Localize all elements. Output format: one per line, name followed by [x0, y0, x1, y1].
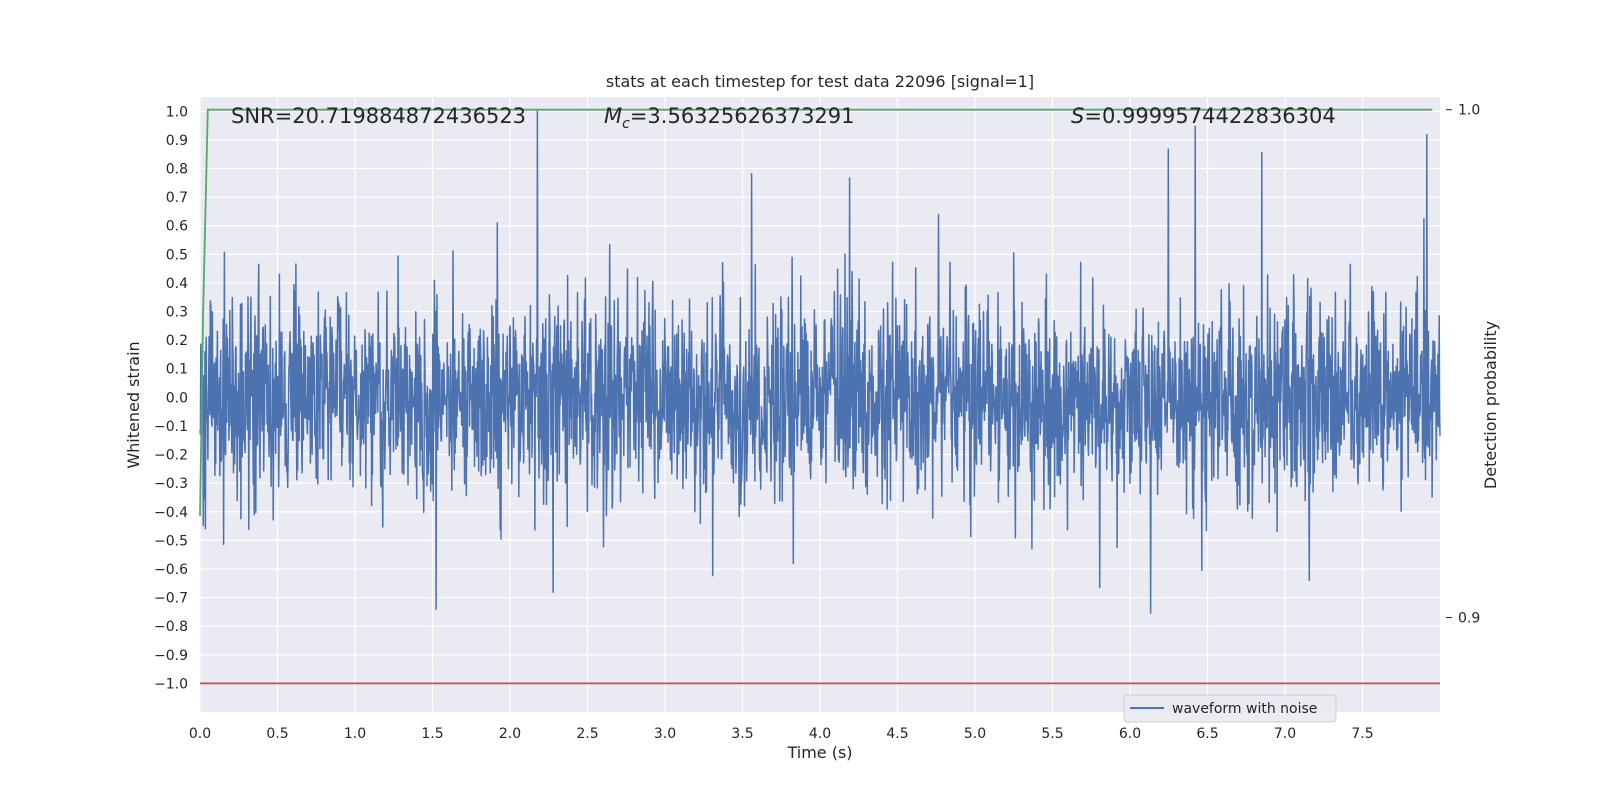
y-tick-label: −0.6	[154, 562, 188, 578]
x-axis-label: Time (s)	[786, 743, 852, 762]
y-tick-label: 0.5	[166, 247, 188, 263]
x-tick-label: 4.0	[809, 726, 831, 742]
series-layer	[199, 108, 1441, 685]
x-axis: 0.0 0.5 1.0 1.5 2.0 2.5 3.0 3.5 4.0 4.5 5.0 5.5 6.0 6…	[189, 726, 1374, 742]
x-tick-label: 3.5	[731, 726, 753, 742]
y-tick-label: 0.6	[166, 219, 188, 235]
y2-axis-label: Detection probability	[1481, 321, 1500, 489]
y-tick-label: −1.0	[154, 676, 188, 692]
y-axis: 1.0 0.9 0.8 0.7 0.6 0.5 0.4 0.3 0.2 0.1 0.0 −0.1 −0.…	[154, 104, 188, 692]
chirp-mass-symbol: M	[604, 104, 622, 128]
y-tick-label: 0.3	[166, 305, 188, 321]
chirp-mass-value: =3.56325626373291	[630, 104, 855, 128]
s-value: =0.9999574422836304	[1084, 104, 1335, 128]
x-tick-label: 1.0	[344, 726, 366, 742]
y-tick-label: 0.8	[166, 162, 188, 178]
chart-title: stats at each timestep for test data 220…	[606, 72, 1034, 91]
y-tick-label: −0.3	[154, 476, 188, 492]
y-tick-label: −0.1	[154, 419, 188, 435]
y-tick-label: −0.5	[154, 533, 188, 549]
y-tick-label: −0.9	[154, 648, 188, 664]
y-tick-label: 0.2	[166, 333, 188, 349]
y-tick-label: 0.4	[166, 276, 188, 292]
y-tick-label: −0.2	[154, 448, 188, 464]
y-axis-label: Whitened strain	[124, 341, 143, 468]
y2-tick-label: 1.0	[1458, 103, 1480, 119]
y-tick-label: −0.4	[154, 505, 188, 521]
y-tick-label: 0.1	[166, 362, 188, 378]
x-tick-label: 4.5	[886, 726, 908, 742]
y-tick-label: 0.0	[166, 390, 188, 406]
x-tick-label: 7.5	[1351, 726, 1373, 742]
waveform-series-line	[199, 110, 1441, 614]
y-tick-label: 1.0	[166, 104, 188, 120]
s-annotation: S=0.9999574422836304	[1071, 104, 1336, 128]
x-tick-label: 7.0	[1274, 726, 1296, 742]
y-tick-label: −0.8	[154, 619, 188, 635]
x-tick-label: 2.0	[499, 726, 521, 742]
y-tick-label: −0.7	[154, 591, 188, 607]
s-symbol: S	[1071, 104, 1084, 128]
x-tick-label: 5.5	[1041, 726, 1063, 742]
x-tick-label: 3.0	[654, 726, 676, 742]
x-tick-label: 5.0	[964, 726, 986, 742]
legend: waveform with noise	[1123, 694, 1337, 723]
x-tick-label: 0.5	[266, 726, 288, 742]
legend-box	[1123, 694, 1337, 723]
chirp-mass-annotation: Mc=3.56325626373291	[604, 104, 855, 132]
x-tick-label: 6.0	[1119, 726, 1141, 742]
detection-probability-line	[199, 108, 1433, 517]
snr-annotation: SNR=20.719884872436523	[231, 104, 526, 128]
x-tick-label: 6.5	[1196, 726, 1218, 742]
x-tick-label: 0.0	[189, 726, 211, 742]
y-tick-label: 0.9	[166, 133, 188, 149]
x-tick-label: 1.5	[421, 726, 443, 742]
chirp-mass-subscript: c	[622, 116, 630, 132]
y-tick-label: 0.7	[166, 190, 188, 206]
y2-axis: 1.0 0.9	[1446, 103, 1480, 627]
y2-tick-label: 0.9	[1458, 611, 1480, 627]
legend-label: waveform with noise	[1172, 701, 1317, 717]
x-tick-label: 2.5	[576, 726, 598, 742]
